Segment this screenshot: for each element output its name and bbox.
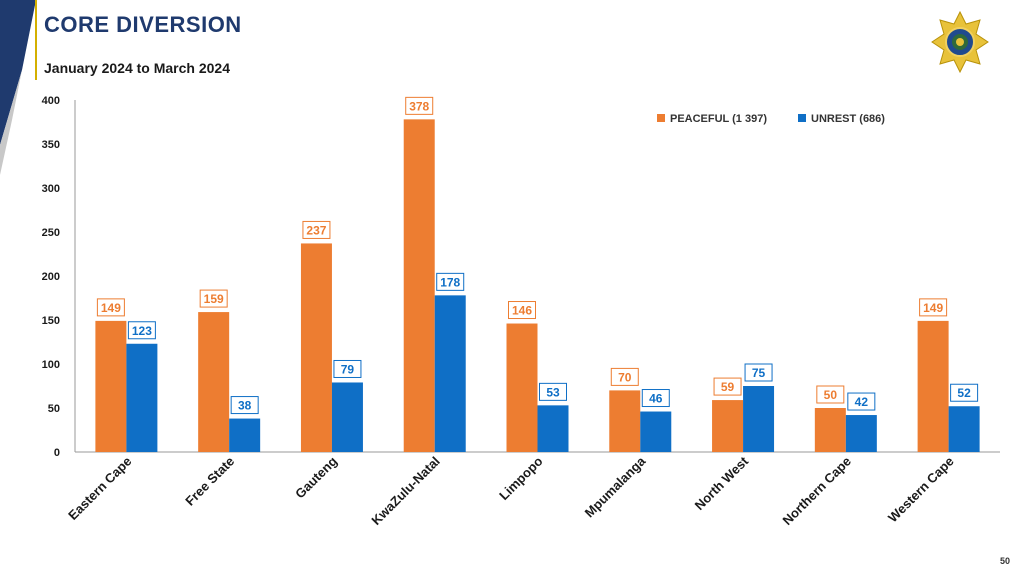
data-label: 42 <box>855 395 869 409</box>
legend-swatch-peaceful <box>657 114 665 122</box>
data-label: 149 <box>101 301 121 315</box>
data-label: 123 <box>132 324 152 338</box>
y-tick-label: 100 <box>42 359 60 371</box>
data-label-box-peaceful <box>96 298 125 317</box>
data-label: 38 <box>238 399 252 413</box>
corner-stripe-decoration <box>0 0 37 175</box>
bar-unrest <box>229 418 261 452</box>
bar-unrest <box>948 406 980 452</box>
bar-peaceful <box>712 400 744 452</box>
bar-unrest <box>743 386 775 452</box>
data-label: 50 <box>824 388 838 402</box>
data-label: 70 <box>618 370 632 384</box>
legend-label-peaceful: PEACEFUL (1 397) <box>670 113 767 125</box>
data-label: 237 <box>306 223 326 237</box>
data-label-box-peaceful <box>713 377 742 396</box>
data-label: 378 <box>409 99 429 113</box>
data-label-box-unrest <box>127 321 156 340</box>
data-label-box-peaceful <box>919 298 948 317</box>
data-label-box-unrest <box>333 359 362 378</box>
page-title: CORE DIVERSION <box>44 12 242 37</box>
y-tick-label: 300 <box>42 183 60 195</box>
data-label-box-peaceful <box>508 301 536 320</box>
page-subtitle: January 2024 to March 2024 <box>44 60 230 76</box>
data-label-box-peaceful <box>199 289 228 308</box>
data-label: 149 <box>923 301 943 315</box>
bar-unrest <box>640 411 672 452</box>
data-label-box-unrest <box>950 383 979 402</box>
data-label: 59 <box>721 380 735 394</box>
x-tick-label: Eastern Cape <box>65 454 134 523</box>
y-tick-label: 50 <box>48 403 60 415</box>
bar-peaceful <box>506 323 538 452</box>
data-label: 79 <box>341 362 355 376</box>
x-tick-label: Northern Cape <box>779 454 853 528</box>
y-tick-label: 350 <box>42 139 60 151</box>
x-tick-label: Limpopo <box>496 453 545 502</box>
data-label-box-peaceful <box>405 96 434 115</box>
data-label: 75 <box>752 366 766 380</box>
data-label: 46 <box>649 392 663 406</box>
bar-unrest <box>845 415 877 452</box>
y-tick-label: 250 <box>42 227 60 239</box>
page-number: 50 <box>1000 556 1011 566</box>
data-label-box-unrest <box>744 363 773 382</box>
bar-unrest <box>126 343 158 452</box>
x-tick-label: Western Cape <box>885 454 957 526</box>
bar-peaceful <box>95 320 127 452</box>
bar-peaceful <box>300 243 332 452</box>
bar-peaceful <box>814 408 846 452</box>
bar-unrest <box>537 405 569 452</box>
data-label-box-peaceful <box>302 220 331 239</box>
data-label-box-peaceful <box>610 367 639 386</box>
legend-label-unrest: UNREST (686) <box>811 113 885 125</box>
data-label: 159 <box>204 292 224 306</box>
bar-peaceful <box>609 390 641 452</box>
y-tick-label: 0 <box>54 447 60 459</box>
bar-unrest <box>434 295 466 452</box>
legend-swatch-unrest <box>798 114 806 122</box>
bar-unrest <box>331 382 363 452</box>
x-tick-label: Free State <box>182 454 237 509</box>
bar-peaceful <box>917 320 949 452</box>
bar-peaceful <box>403 119 435 453</box>
data-label: 178 <box>440 275 460 289</box>
y-tick-label: 200 <box>42 271 60 283</box>
x-tick-label: North West <box>692 453 752 513</box>
data-label-box-unrest <box>847 392 876 411</box>
data-label-box-unrest <box>230 396 259 415</box>
data-label-box-peaceful <box>816 385 845 404</box>
x-tick-label: KwaZulu-Natal <box>368 454 442 528</box>
data-label: 53 <box>546 385 560 399</box>
y-tick-label: 150 <box>42 315 60 327</box>
y-tick-label: 400 <box>42 95 60 107</box>
data-label: 52 <box>957 386 971 400</box>
data-label-box-unrest <box>539 382 567 401</box>
x-tick-label: Mpumalanga <box>582 453 649 520</box>
x-tick-label: Gauteng <box>292 453 340 501</box>
data-label: 146 <box>512 304 532 318</box>
police-star-emblem <box>931 10 989 74</box>
bar-peaceful <box>198 312 230 452</box>
data-label-box-unrest <box>641 389 670 408</box>
data-label-box-unrest <box>436 272 465 291</box>
